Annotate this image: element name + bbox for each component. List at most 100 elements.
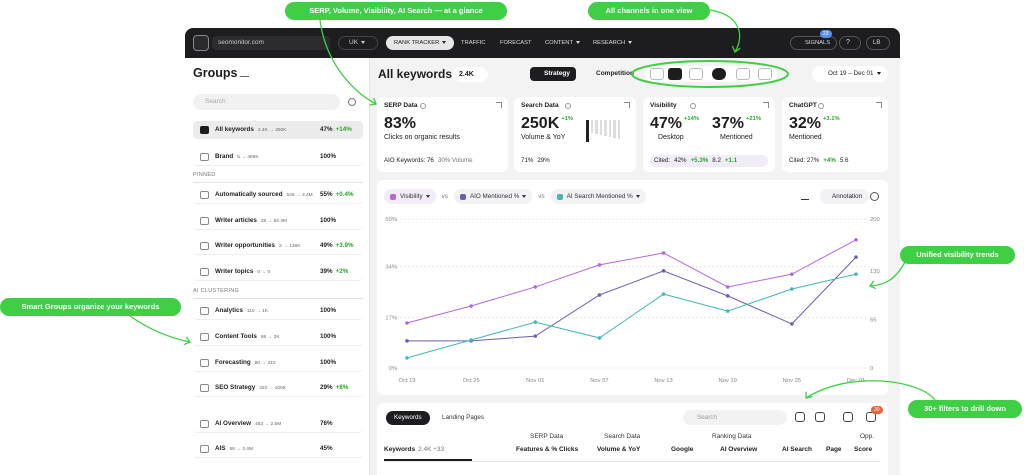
column-label: Google <box>671 446 694 453</box>
series-selector[interactable]: Visibility <box>384 189 436 204</box>
group-search[interactable]: Search <box>193 94 340 110</box>
group-score-text: 55% <box>320 191 333 198</box>
group-score: 39% +2% <box>320 268 348 276</box>
group-row[interactable] <box>193 328 363 346</box>
group-score: 76% <box>320 420 333 428</box>
group-row[interactable] <box>193 121 363 139</box>
metric-label: Mentioned <box>789 134 822 141</box>
group-range: 28 → 62.3M <box>260 219 288 224</box>
nav-item[interactable]: CONTENT <box>537 36 588 50</box>
export-icon <box>240 68 249 77</box>
group-row[interactable] <box>193 354 363 372</box>
page-title: All keywords <box>378 67 453 81</box>
group-name-text: Brand <box>215 153 234 160</box>
metric-label: Desktop <box>658 134 684 141</box>
callout: Unified visibility trends <box>900 246 1015 264</box>
info-icon <box>817 103 824 109</box>
date-picker[interactable]: Oct 19 – Dec 01 <box>812 66 888 82</box>
nav-item[interactable]: RESEARCH <box>585 36 640 50</box>
callout: 30+ filters to drill down <box>908 400 1022 418</box>
group-row[interactable] <box>193 302 363 320</box>
spark-bar <box>617 120 620 139</box>
footer-item: 29% <box>537 157 550 164</box>
download-button[interactable] <box>801 192 809 200</box>
group-icon <box>200 153 209 161</box>
column-label: Score <box>854 446 873 453</box>
callout-arrow <box>129 315 191 343</box>
channel-button[interactable] <box>758 68 772 80</box>
group-score: 100% <box>320 153 336 161</box>
group-row[interactable] <box>193 415 363 433</box>
group-name-text: Automatically sourced <box>215 191 283 198</box>
series-selector[interactable]: AIO Mentioned % <box>453 189 533 204</box>
signals-button[interactable]: SIGNALS <box>790 36 838 50</box>
group-name-text: Writer articles <box>215 217 257 224</box>
group-name: Writer articles 28 → 62.3M <box>215 217 287 226</box>
channel-button[interactable] <box>689 68 703 80</box>
group-score: 100% <box>320 217 336 225</box>
column-underline <box>384 459 472 461</box>
site-select[interactable]: seomonitor.com <box>212 36 330 50</box>
group-row[interactable] <box>193 440 363 458</box>
channel-button[interactable] <box>736 68 750 80</box>
user-avatar[interactable]: LB <box>866 36 890 50</box>
series-name: AIO Mentioned % <box>469 193 520 200</box>
spark-bar <box>599 120 602 135</box>
channel-button[interactable] <box>668 68 682 80</box>
series-selector[interactable]: AI Search Mentioned % <box>550 189 646 204</box>
group-name: Content Tools 68 → 2K <box>215 333 280 342</box>
settings-icon <box>348 98 356 106</box>
group-name-text: AIS <box>215 445 226 452</box>
footer-item: 71% <box>521 157 534 164</box>
card-title: SERP Data <box>384 102 418 109</box>
caret <box>425 195 430 198</box>
channel-button[interactable] <box>712 68 726 80</box>
metric: 250K +1% <box>521 115 573 133</box>
table-tool[interactable] <box>815 412 825 422</box>
footer-item: 42% <box>674 157 687 164</box>
caret <box>442 40 447 44</box>
group-row[interactable] <box>193 212 363 230</box>
table-tool[interactable] <box>843 412 853 422</box>
expand-icon <box>496 102 502 108</box>
help-button[interactable]: ? <box>839 36 861 50</box>
group-range: 463 → 2.5M <box>255 422 282 427</box>
group-name-text: Writer topics <box>215 268 254 275</box>
country-select[interactable]: UK <box>338 36 378 50</box>
series-icon <box>556 193 563 200</box>
group-row[interactable] <box>193 186 363 204</box>
channel-button[interactable] <box>650 68 664 80</box>
metric-label: Volume & YoY <box>521 134 566 141</box>
group-range: 58 → 3.4M <box>229 447 253 452</box>
competition-button[interactable]: Competition <box>596 70 634 77</box>
group-row[interactable] <box>193 148 363 166</box>
group-icon <box>200 445 209 453</box>
nav-item[interactable]: TRAFFIC <box>453 36 493 50</box>
group-name-text: Content Tools <box>215 333 257 340</box>
group-row[interactable] <box>193 379 363 397</box>
caret <box>876 71 881 75</box>
expand-icon <box>876 102 882 108</box>
series-name: Visibility <box>400 193 423 200</box>
annotation-button[interactable]: Annotation <box>820 189 869 204</box>
column-header: AI Search <box>782 446 812 453</box>
strategy-button[interactable]: Strategy <box>530 67 577 81</box>
group-icon <box>200 126 209 134</box>
group-score: 29% +8% <box>320 384 348 392</box>
footer-item: 30% Volume <box>437 157 473 164</box>
card-footer: Cited: 27% +4% 5.6 <box>789 155 881 167</box>
table-tab[interactable]: Landing Pages <box>442 414 485 421</box>
group-icon <box>200 359 209 367</box>
nav-item[interactable]: FORECAST <box>492 36 540 50</box>
footer-item: +1.1 <box>724 157 738 164</box>
group-icon <box>200 268 209 276</box>
group-row[interactable] <box>193 263 363 281</box>
group-name-text: Writer opportunities <box>215 242 276 249</box>
info-icon <box>690 103 696 109</box>
table-tool[interactable] <box>795 412 805 422</box>
chart-card <box>377 180 888 395</box>
nav-item[interactable]: RANK TRACKER <box>386 36 455 50</box>
group-row[interactable] <box>193 237 363 255</box>
table-search[interactable]: Search <box>683 410 787 425</box>
table-tab[interactable]: Keywords <box>386 411 430 425</box>
